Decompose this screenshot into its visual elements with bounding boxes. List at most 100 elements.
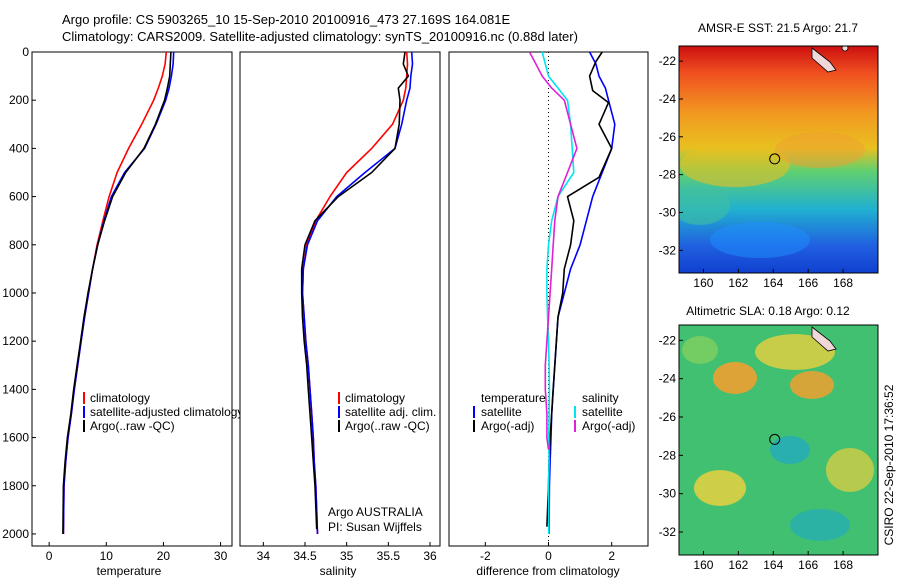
legend-title-salinity: salinity: [582, 391, 619, 405]
lat-tick-label: -26: [659, 130, 677, 144]
lon-tick-label: 162: [728, 276, 748, 290]
island-outline: [811, 326, 837, 352]
sst-map-panel: AMSR-E SST: 21.5 Argo: 21.7 160 162 164 166…: [659, 21, 879, 290]
temperature-axes-box: [31, 51, 233, 547]
island-outline: [841, 46, 849, 52]
difference-legend: temperature salinity satellite Argo(-adj…: [473, 391, 635, 433]
lat-tick-label: -24: [659, 372, 677, 386]
x-tick-label: 35: [340, 549, 354, 563]
x-tick-label: 20: [157, 549, 171, 563]
lat-tick-label: -26: [659, 410, 677, 424]
depth-axis: 0 200 400 600 800 1000 1200 1400 1600 1800 2000: [2, 45, 36, 541]
lon-tick-label: 160: [693, 276, 713, 290]
credit-line-1: Argo AUSTRALIA: [328, 505, 423, 519]
salinity-panel: 34 34.5 35 35.5 36 salinity climatology sate…: [239, 51, 441, 578]
legend-label-satellite: satellite-adjusted climatology: [90, 405, 243, 419]
profile-title: Argo profile: CS 5903265_10 15-Sep-2010 …: [62, 12, 511, 27]
x-tick-label: 30: [214, 549, 228, 563]
sst-map-frame: [678, 45, 879, 274]
sla-patch: [682, 336, 718, 364]
lat-tick-label: -28: [659, 448, 677, 462]
y-tick-label: 1000: [2, 286, 29, 300]
series-line-argo-raw-qc: [62, 51, 172, 535]
salinity-xlabel: salinity: [320, 564, 357, 578]
x-tick-label: -2: [480, 549, 491, 563]
argo-position-marker: [769, 433, 781, 445]
sla-map-image: [679, 325, 878, 555]
legend-label-climatology: climatology: [345, 391, 405, 405]
series-line-salinity-satellite: [541, 51, 575, 535]
y-tick-label: 1800: [2, 479, 29, 493]
temperature-legend: climatology satellite-adjusted climatolo…: [83, 391, 243, 433]
series-line-temperature-argo-adj: [546, 51, 613, 527]
salinity-x-axis: 34 34.5 35 35.5 36: [257, 542, 437, 563]
temperature-xlabel: temperature: [97, 564, 162, 578]
lat-tick-label: -30: [659, 487, 677, 501]
x-tick-label: 36: [423, 549, 437, 563]
credit-line-2: PI: Susan Wijffels: [328, 520, 422, 534]
legend-label-temp-satellite: satellite: [481, 405, 522, 419]
sla-high-anomaly: [790, 371, 834, 399]
timestamp-label: CSIRO 22-Sep-2010 17:36:52: [882, 384, 896, 545]
x-tick-label: 0: [46, 549, 53, 563]
temperature-series: [62, 51, 175, 535]
island-outline: [811, 47, 837, 73]
legend-label-temp-argo: Argo(-adj): [481, 419, 534, 433]
salinity-legend: climatology satellite adj. clim. Argo(..…: [338, 391, 436, 433]
x-tick-label: 34.5: [293, 549, 317, 563]
y-tick-label: 600: [9, 190, 29, 204]
legend-label-sal-satellite: satellite: [582, 405, 623, 419]
salinity-series: [300, 51, 414, 535]
temperature-panel: 0 200 400 600 800 1000 1200 1400 1600 1800 2000 0 1…: [2, 45, 243, 578]
sst-patch: [680, 143, 790, 187]
climatology-title: Climatology: CARS2009. Satellite-adjuste…: [62, 29, 578, 44]
x-tick-label: 2: [608, 549, 615, 563]
series-line-argo-raw-qc: [300, 51, 410, 530]
sla-map-frame: [678, 324, 879, 556]
sla-map-title: Altimetric SLA: 0.18 Argo: 0.12: [686, 304, 850, 318]
x-tick-label: 34: [257, 549, 271, 563]
legend-label-satellite: satellite adj. clim.: [345, 405, 436, 419]
sst-patch: [710, 222, 810, 258]
lat-tick-label: -22: [659, 333, 677, 347]
lat-tick-label: -22: [659, 54, 677, 68]
lon-tick-label: 166: [798, 558, 818, 572]
lon-tick-label: 160: [693, 558, 713, 572]
lon-tick-label: 162: [728, 558, 748, 572]
x-tick-label: 10: [100, 549, 114, 563]
sst-map-image: [679, 46, 878, 273]
y-tick-label: 0: [22, 45, 29, 59]
sst-map-axes: 160 162 164 166 168 -22 -24 -26 -28 -30 -32: [659, 54, 854, 290]
sst-patch: [775, 132, 865, 168]
difference-xlabel: difference from climatology: [476, 564, 619, 578]
x-tick-label: 0: [545, 549, 552, 563]
y-tick-label: 1200: [2, 334, 29, 348]
sst-map-title: AMSR-E SST: 21.5 Argo: 21.7: [698, 21, 858, 35]
legend-label-climatology: climatology: [90, 391, 150, 405]
lon-tick-label: 168: [833, 558, 853, 572]
difference-series: [528, 51, 616, 535]
temperature-x-axis: 0 10 20 30: [46, 542, 228, 563]
sla-high-anomaly: [713, 362, 757, 394]
legend-title-temperature: temperature: [481, 391, 546, 405]
series-line-salinity-argo-adj: [528, 51, 578, 450]
sla-low-anomaly: [790, 509, 850, 541]
y-tick-label: 1400: [2, 382, 29, 396]
lat-tick-label: -28: [659, 168, 677, 182]
salinity-axes-box: [239, 51, 441, 547]
lat-tick-label: -32: [659, 525, 677, 539]
y-tick-label: 200: [9, 93, 29, 107]
x-tick-label: 35.5: [377, 549, 401, 563]
sla-high-anomaly: [694, 470, 746, 506]
lon-tick-label: 166: [798, 276, 818, 290]
y-tick-label: 2000: [2, 527, 29, 541]
difference-x-axis: -2 0 2: [480, 542, 615, 563]
lon-tick-label: 164: [763, 276, 783, 290]
difference-panel: -2 0 2 difference from climatology tempera…: [448, 51, 649, 578]
sla-map-axes: 160 162 164 166 168 -22 -24 -26 -28 -30 -32: [659, 333, 854, 572]
lat-tick-label: -24: [659, 92, 677, 106]
sla-low-anomaly: [770, 436, 810, 464]
lon-tick-label: 168: [833, 276, 853, 290]
lon-tick-label: 164: [763, 558, 783, 572]
